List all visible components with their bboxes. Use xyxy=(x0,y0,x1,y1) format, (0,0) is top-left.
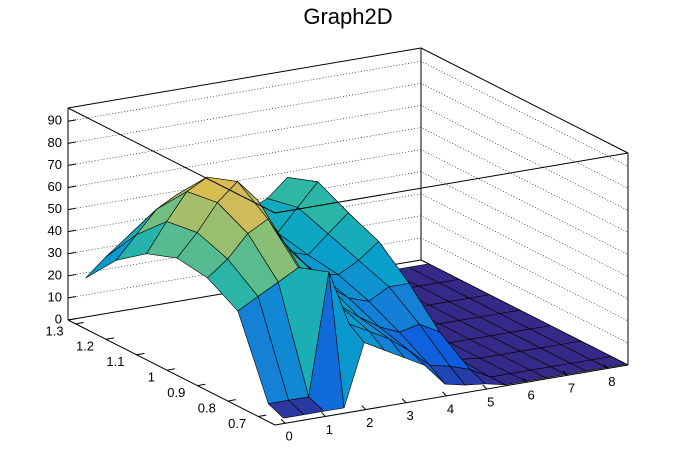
surface-cell xyxy=(268,400,305,419)
z-tick xyxy=(67,141,77,144)
x-tick xyxy=(401,398,407,404)
x-tick-label: 1 xyxy=(326,422,333,437)
x-tick-label: 8 xyxy=(608,374,615,389)
x-tick xyxy=(280,418,286,424)
x-tick-label: 5 xyxy=(487,394,494,409)
y-tick-label: 1.1 xyxy=(106,354,124,369)
y-tick-label: 0.7 xyxy=(228,416,246,431)
x-tick xyxy=(321,412,326,417)
y-tick-label: 1.2 xyxy=(76,339,94,354)
z-tick-label: 20 xyxy=(48,267,62,282)
y-tick xyxy=(227,399,236,402)
y-tick-label: 0.9 xyxy=(167,385,185,400)
y-tick xyxy=(105,337,115,340)
chart-title: Graph2D xyxy=(303,4,392,29)
box-edge xyxy=(420,47,629,154)
z-tick xyxy=(67,251,77,255)
z-tick xyxy=(67,273,77,277)
x-axis xyxy=(274,364,629,426)
x-tick xyxy=(522,377,528,383)
y-tick-label: 1.3 xyxy=(46,323,64,338)
z-tick-label: 30 xyxy=(48,245,62,260)
box-edge xyxy=(67,107,276,214)
box-edge xyxy=(274,152,629,214)
x-tick-label: 3 xyxy=(406,408,413,423)
z-tick-label: 10 xyxy=(48,289,62,304)
x-tick xyxy=(603,364,609,369)
z-tick xyxy=(67,185,77,188)
y-tick xyxy=(75,321,84,325)
z-tick xyxy=(67,207,77,211)
y-tick-label: 0.8 xyxy=(198,401,216,416)
x-tick-label: 2 xyxy=(366,415,373,430)
z-tick-label: 70 xyxy=(48,157,62,172)
z-tick xyxy=(67,229,77,233)
z-tick-label: 60 xyxy=(48,179,62,194)
z-tick-label: 90 xyxy=(48,113,62,128)
z-tick-label: 80 xyxy=(48,135,62,150)
y-tick xyxy=(166,368,176,371)
z-tick-label: 40 xyxy=(48,223,62,238)
box-edge xyxy=(67,47,422,109)
x-tick xyxy=(482,384,488,390)
y-tick-label: 1 xyxy=(148,370,155,385)
x-tick xyxy=(442,391,447,397)
z-tick xyxy=(67,163,77,166)
x-tick-label: 0 xyxy=(285,429,292,444)
z-tick-label: 0 xyxy=(55,311,62,326)
z-tick xyxy=(67,296,77,299)
y-tick xyxy=(258,414,267,417)
y-tick xyxy=(136,352,145,356)
z-tick xyxy=(67,119,77,122)
x-tick-label: 7 xyxy=(568,381,575,396)
x-tick-label: 6 xyxy=(528,388,535,403)
y-tick xyxy=(197,383,206,387)
x-tick xyxy=(563,370,568,376)
x-tick-label: 4 xyxy=(447,401,454,416)
y-axis xyxy=(67,319,276,426)
z-tick-label: 50 xyxy=(48,201,62,216)
x-tick xyxy=(361,405,367,410)
